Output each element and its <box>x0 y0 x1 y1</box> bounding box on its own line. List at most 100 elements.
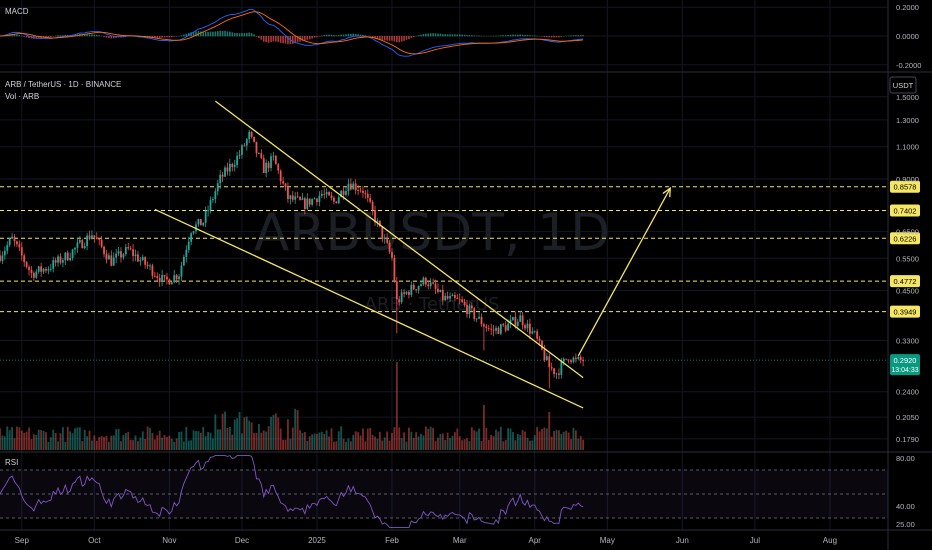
candle-body <box>277 164 280 171</box>
macd-histogram-bar <box>258 36 260 39</box>
level-badge <box>890 275 920 288</box>
candle-body <box>543 349 546 361</box>
macd-histogram-bar <box>371 36 374 38</box>
macd-histogram-bar <box>388 36 391 41</box>
macd-histogram-bar <box>231 32 234 37</box>
wedge-drawing[interactable] <box>154 100 671 409</box>
macd-histogram-bar <box>335 35 338 37</box>
rsi-pane-title[interactable]: RSI <box>5 458 18 467</box>
candle-body <box>349 183 352 190</box>
macd-histogram-bar <box>105 36 108 38</box>
price-tick-label: 0.5500 <box>896 254 919 263</box>
macd-histogram-bar <box>362 34 364 37</box>
macd-histogram-bar <box>301 36 304 41</box>
volume-bars <box>0 362 585 450</box>
volume-bar <box>253 433 255 450</box>
volume-bar <box>333 441 335 450</box>
candle-body <box>71 249 74 259</box>
macd-histogram-bar <box>425 33 427 37</box>
macd-histogram-bar <box>463 34 466 37</box>
candle-body <box>313 198 316 200</box>
candle-body <box>105 254 108 260</box>
candle-body <box>495 327 497 331</box>
volume-bar <box>137 441 139 450</box>
candle-body <box>233 164 236 167</box>
candle-body <box>1 255 4 262</box>
candle-body <box>393 257 396 282</box>
macd-histogram-bar <box>277 36 280 42</box>
macd-histogram-bar <box>369 36 372 37</box>
volume-bar <box>45 432 47 450</box>
volume-bar <box>446 432 449 450</box>
volume-bar <box>553 431 555 450</box>
rsi-tick-label: 80.00 <box>896 454 915 463</box>
volume-bar <box>432 427 435 450</box>
symbol-title[interactable]: ARB / TetherUS · 1D · BINANCE <box>5 80 121 89</box>
candle-body <box>144 257 147 265</box>
macd-histogram-bar <box>340 34 342 37</box>
volume-bar <box>37 429 40 450</box>
candle-body <box>35 271 38 278</box>
volume-bar <box>163 435 166 450</box>
macd-histogram-bar <box>284 36 287 44</box>
horizontal-levels[interactable]: 0.8578 0.7402 0.6226 0.4772 0.3949 0.2920 13:0… <box>0 180 920 376</box>
volume-bar <box>144 439 147 450</box>
volume-bar <box>233 419 236 450</box>
volume-bar <box>110 435 113 450</box>
volume-bar <box>303 432 306 450</box>
macd-histogram-bar <box>500 35 502 37</box>
macd-histogram-bar <box>359 34 362 37</box>
macd-pane-title[interactable]: MACD <box>5 7 29 16</box>
volume-bar <box>250 422 253 450</box>
volume-bar <box>54 433 57 450</box>
volume-bar <box>129 439 132 450</box>
candle-body <box>289 195 292 200</box>
volume-bar <box>468 441 471 450</box>
candle-body <box>499 324 502 334</box>
macd-histogram-bar <box>567 35 570 37</box>
candle-body <box>429 282 432 287</box>
volume-bar <box>470 427 473 450</box>
candle-body <box>274 155 277 165</box>
macd-histogram-bar <box>151 36 154 38</box>
macd-histogram-bar <box>432 33 434 37</box>
volume-bar <box>504 439 507 450</box>
macd-histogram-bar <box>212 31 214 37</box>
macd-histogram-bar <box>267 36 270 43</box>
candle-body <box>303 198 306 209</box>
candle-body <box>449 296 451 299</box>
volume-bar <box>112 435 115 450</box>
macd-histogram-bar <box>311 36 313 39</box>
volume-legend[interactable]: Vol · ARB <box>5 92 39 101</box>
volume-bar <box>134 435 137 450</box>
price-tick-label: 1.3000 <box>896 116 919 125</box>
macd-histogram-bar <box>386 36 388 41</box>
volume-bar <box>405 441 408 450</box>
candle-body <box>248 131 251 140</box>
volume-bar <box>422 435 425 450</box>
volume-bar <box>226 427 229 450</box>
candle-body <box>333 197 335 202</box>
candle-body <box>306 198 309 209</box>
volume-bar <box>64 441 67 450</box>
volume-bar <box>52 429 55 450</box>
volume-bar <box>320 431 323 450</box>
volume-bar <box>78 427 81 450</box>
macd-histogram-bar <box>93 34 96 37</box>
candle-body <box>151 265 154 276</box>
candle-body <box>541 340 543 350</box>
x-tick-label: 2025 <box>308 536 326 545</box>
macd-histogram-bar <box>18 34 21 37</box>
macd-histogram-bar <box>248 32 251 37</box>
candle-body <box>270 156 272 168</box>
candle-body <box>185 249 188 257</box>
volume-bar <box>516 433 519 450</box>
currency-selector[interactable]: USDT <box>889 76 917 94</box>
axis-labels: Sep Oct Nov Dec 2025 Feb Mar Apr May Jun Jul Aug 1.5… <box>15 3 922 545</box>
macd-histogram-bar <box>246 32 248 37</box>
price-candles[interactable] <box>0 129 585 389</box>
macd-histogram-bar <box>287 36 289 45</box>
volume-bar <box>255 432 258 450</box>
rsi-tick-label: 25.00 <box>896 520 915 529</box>
